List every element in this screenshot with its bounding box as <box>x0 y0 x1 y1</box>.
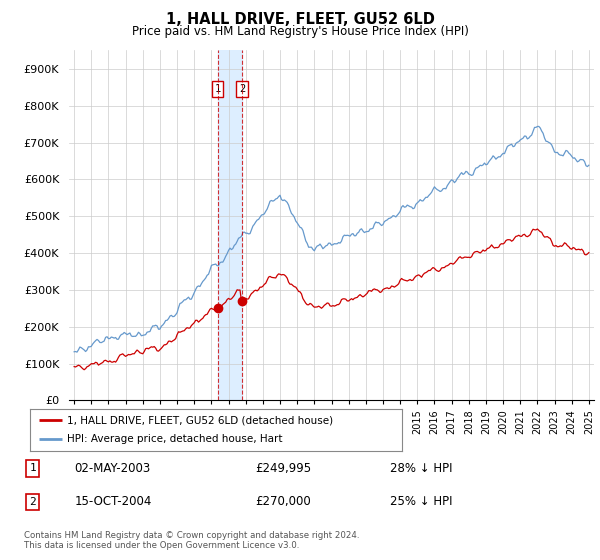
Text: Contains HM Land Registry data © Crown copyright and database right 2024.
This d: Contains HM Land Registry data © Crown c… <box>24 531 359 550</box>
Text: 25% ↓ HPI: 25% ↓ HPI <box>390 496 453 508</box>
Text: 2: 2 <box>29 497 36 507</box>
Text: £249,995: £249,995 <box>255 462 311 475</box>
Text: 1, HALL DRIVE, FLEET, GU52 6LD (detached house): 1, HALL DRIVE, FLEET, GU52 6LD (detached… <box>67 415 334 425</box>
Text: 02-MAY-2003: 02-MAY-2003 <box>74 462 151 475</box>
Text: 1: 1 <box>215 84 221 94</box>
Text: £270,000: £270,000 <box>255 496 311 508</box>
Text: 15-OCT-2004: 15-OCT-2004 <box>74 496 152 508</box>
Text: 2: 2 <box>239 84 245 94</box>
Text: HPI: Average price, detached house, Hart: HPI: Average price, detached house, Hart <box>67 435 283 445</box>
Text: 1: 1 <box>29 464 36 473</box>
Text: 28% ↓ HPI: 28% ↓ HPI <box>390 462 453 475</box>
Bar <box>218 50 242 400</box>
Text: Price paid vs. HM Land Registry's House Price Index (HPI): Price paid vs. HM Land Registry's House … <box>131 25 469 38</box>
Text: 1, HALL DRIVE, FLEET, GU52 6LD: 1, HALL DRIVE, FLEET, GU52 6LD <box>166 12 434 27</box>
